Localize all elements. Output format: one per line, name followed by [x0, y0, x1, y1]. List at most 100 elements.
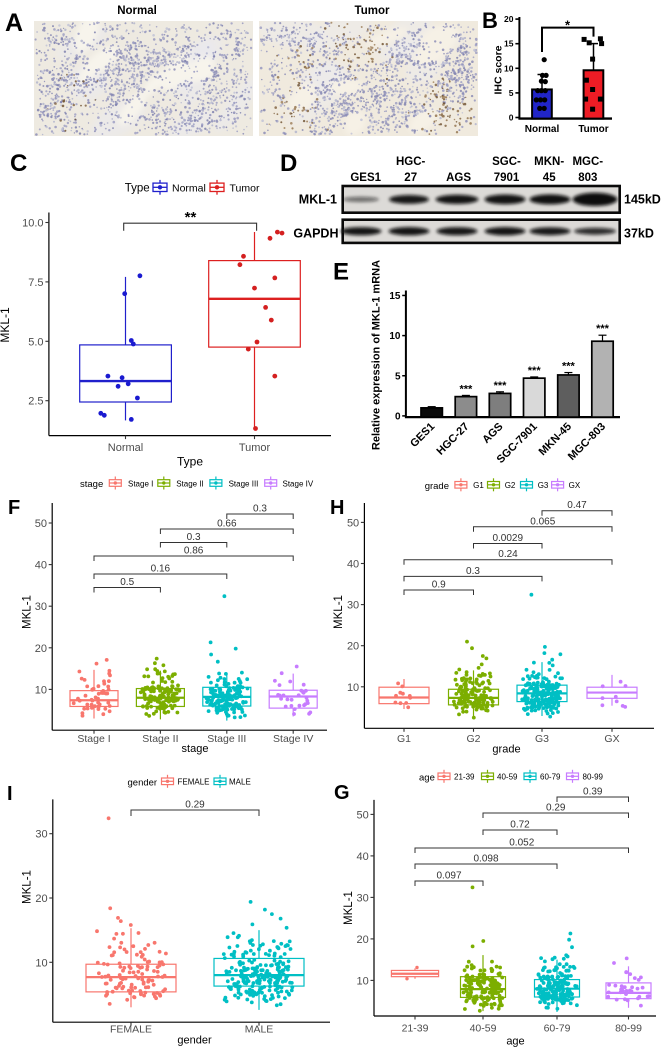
svg-text:0.3: 0.3: [466, 566, 480, 577]
svg-text:H: H: [330, 497, 344, 519]
svg-text:20: 20: [357, 934, 369, 946]
svg-text:7.5: 7.5: [28, 277, 43, 289]
svg-text:GAPDH: GAPDH: [293, 227, 338, 241]
svg-text:Stage IV: Stage IV: [273, 733, 313, 745]
svg-text:40: 40: [35, 560, 47, 572]
svg-text:Normal: Normal: [172, 183, 206, 195]
svg-text:0.052: 0.052: [509, 838, 534, 849]
svg-text:Stage II: Stage II: [142, 733, 178, 745]
svg-text:0.5: 0.5: [120, 577, 134, 588]
svg-text:grade: grade: [492, 744, 520, 756]
svg-text:AGS: AGS: [446, 172, 471, 184]
svg-text:0.29: 0.29: [185, 800, 205, 811]
svg-text:Stage IV: Stage IV: [283, 479, 314, 488]
svg-text:0.39: 0.39: [583, 787, 603, 798]
svg-text:0.0029: 0.0029: [492, 533, 523, 544]
svg-text:145kD: 145kD: [624, 193, 661, 207]
svg-text:Stage II: Stage II: [176, 479, 204, 488]
svg-text:Normal: Normal: [117, 5, 157, 17]
svg-text:40-59: 40-59: [497, 773, 518, 782]
svg-text:5.0: 5.0: [28, 336, 43, 348]
svg-text:30: 30: [347, 600, 359, 612]
svg-text:20: 20: [35, 893, 47, 905]
svg-text:MGC-: MGC-: [572, 156, 603, 168]
svg-text:10: 10: [347, 682, 359, 694]
svg-text:MKL-1: MKL-1: [0, 307, 12, 343]
svg-text:0.065: 0.065: [530, 516, 555, 527]
svg-text:Tumor: Tumor: [578, 124, 608, 135]
svg-text:gender: gender: [177, 1035, 212, 1047]
svg-text:I: I: [7, 783, 13, 805]
svg-text:Tumor: Tumor: [230, 183, 260, 195]
svg-text:Stage I: Stage I: [77, 733, 110, 745]
svg-text:***: ***: [459, 383, 473, 395]
svg-text:30: 30: [35, 601, 47, 613]
svg-text:10: 10: [357, 975, 369, 987]
svg-text:grade: grade: [425, 481, 449, 492]
svg-text:15: 15: [389, 291, 401, 302]
svg-text:5: 5: [509, 88, 514, 98]
svg-text:HGC-: HGC-: [396, 156, 426, 168]
svg-text:40-59: 40-59: [470, 1023, 497, 1035]
svg-text:stage: stage: [80, 479, 103, 490]
svg-text:0.24: 0.24: [498, 549, 518, 560]
svg-text:45: 45: [543, 172, 556, 184]
svg-text:GX: GX: [604, 733, 619, 745]
svg-text:0.3: 0.3: [187, 532, 201, 543]
svg-text:37kD: 37kD: [624, 227, 654, 241]
svg-text:15: 15: [504, 39, 514, 49]
svg-text:10: 10: [35, 684, 47, 696]
svg-text:MKN-: MKN-: [534, 156, 564, 168]
svg-text:stage: stage: [182, 743, 209, 755]
svg-text:***: ***: [562, 361, 576, 373]
svg-text:10: 10: [35, 957, 47, 969]
svg-text:Stage III: Stage III: [229, 479, 259, 488]
svg-text:E: E: [333, 259, 349, 286]
svg-text:Stage I: Stage I: [128, 479, 153, 488]
svg-text:803: 803: [578, 172, 597, 184]
svg-text:Relative expression of MKL-1 m: Relative expression of MKL-1 mRNA: [371, 260, 383, 450]
svg-text:0: 0: [509, 113, 514, 123]
svg-text:80-99: 80-99: [615, 1023, 642, 1035]
svg-text:Normal: Normal: [525, 124, 560, 135]
svg-text:G1: G1: [397, 733, 411, 745]
svg-text:30: 30: [35, 829, 47, 841]
svg-text:C: C: [10, 150, 27, 177]
svg-text:GX: GX: [569, 481, 581, 490]
svg-text:7901: 7901: [494, 172, 520, 184]
svg-text:Tumor: Tumor: [355, 5, 390, 17]
svg-text:50: 50: [347, 517, 359, 529]
svg-text:0.3: 0.3: [253, 504, 267, 515]
svg-text:MKL-1: MKL-1: [22, 870, 34, 904]
svg-text:60-79: 60-79: [544, 1023, 571, 1035]
svg-text:0.098: 0.098: [473, 854, 498, 865]
svg-text:30: 30: [357, 892, 369, 904]
svg-text:IHC score: IHC score: [493, 45, 505, 94]
svg-text:MALE: MALE: [245, 1024, 274, 1036]
svg-text:MALE: MALE: [229, 778, 251, 787]
svg-text:21-39: 21-39: [454, 773, 475, 782]
svg-text:*: *: [565, 18, 571, 33]
svg-text:MKL-1: MKL-1: [333, 595, 345, 629]
svg-text:age: age: [506, 1036, 524, 1048]
svg-text:Stage III: Stage III: [207, 733, 246, 745]
svg-text:***: ***: [596, 323, 610, 335]
svg-text:G2: G2: [466, 733, 480, 745]
svg-text:**: **: [185, 209, 197, 226]
svg-text:10: 10: [504, 63, 514, 73]
svg-text:FEMALE: FEMALE: [110, 1024, 152, 1036]
svg-text:0.29: 0.29: [546, 803, 566, 814]
svg-text:80-99: 80-99: [583, 773, 604, 782]
svg-text:5: 5: [395, 371, 401, 382]
svg-text:Type: Type: [125, 183, 150, 195]
svg-text:GES1: GES1: [350, 172, 381, 184]
svg-text:G1: G1: [473, 481, 484, 490]
svg-text:FEMALE: FEMALE: [178, 778, 210, 787]
svg-text:G3: G3: [538, 481, 549, 490]
svg-text:40: 40: [357, 851, 369, 863]
svg-text:SGC-: SGC-: [492, 156, 521, 168]
svg-text:B: B: [482, 8, 498, 33]
svg-text:0.47: 0.47: [567, 500, 587, 511]
svg-text:Type: Type: [177, 455, 203, 469]
svg-text:***: ***: [528, 365, 542, 377]
